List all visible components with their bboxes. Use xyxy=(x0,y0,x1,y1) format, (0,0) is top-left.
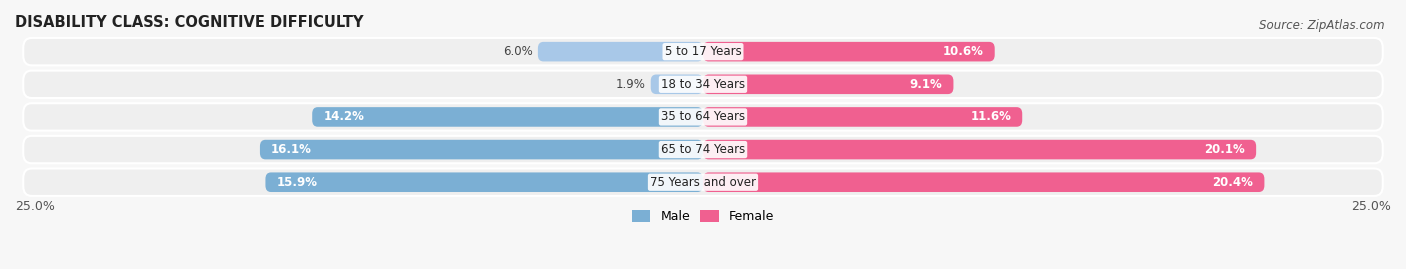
Text: 65 to 74 Years: 65 to 74 Years xyxy=(661,143,745,156)
Text: 15.9%: 15.9% xyxy=(277,176,318,189)
Text: 25.0%: 25.0% xyxy=(15,200,55,213)
FancyBboxPatch shape xyxy=(651,75,703,94)
FancyBboxPatch shape xyxy=(260,140,703,159)
FancyBboxPatch shape xyxy=(312,107,703,127)
FancyBboxPatch shape xyxy=(266,172,703,192)
Text: 20.4%: 20.4% xyxy=(1212,176,1253,189)
FancyBboxPatch shape xyxy=(703,140,1256,159)
FancyBboxPatch shape xyxy=(538,42,703,61)
Text: 6.0%: 6.0% xyxy=(502,45,533,58)
FancyBboxPatch shape xyxy=(703,172,1264,192)
Text: Source: ZipAtlas.com: Source: ZipAtlas.com xyxy=(1260,19,1385,32)
Text: 14.2%: 14.2% xyxy=(323,111,364,123)
FancyBboxPatch shape xyxy=(24,103,1382,131)
Text: DISABILITY CLASS: COGNITIVE DIFFICULTY: DISABILITY CLASS: COGNITIVE DIFFICULTY xyxy=(15,15,364,30)
FancyBboxPatch shape xyxy=(24,70,1382,98)
FancyBboxPatch shape xyxy=(24,38,1382,65)
Text: 10.6%: 10.6% xyxy=(943,45,984,58)
Text: 5 to 17 Years: 5 to 17 Years xyxy=(665,45,741,58)
Text: 75 Years and over: 75 Years and over xyxy=(650,176,756,189)
Text: 25.0%: 25.0% xyxy=(1351,200,1391,213)
FancyBboxPatch shape xyxy=(24,136,1382,163)
FancyBboxPatch shape xyxy=(24,168,1382,196)
FancyBboxPatch shape xyxy=(703,75,953,94)
Text: 20.1%: 20.1% xyxy=(1205,143,1246,156)
FancyBboxPatch shape xyxy=(703,107,1022,127)
Text: 16.1%: 16.1% xyxy=(271,143,312,156)
Legend: Male, Female: Male, Female xyxy=(627,205,779,228)
Text: 35 to 64 Years: 35 to 64 Years xyxy=(661,111,745,123)
FancyBboxPatch shape xyxy=(703,42,994,61)
Text: 11.6%: 11.6% xyxy=(970,111,1011,123)
Text: 9.1%: 9.1% xyxy=(910,78,942,91)
Text: 1.9%: 1.9% xyxy=(616,78,645,91)
Text: 18 to 34 Years: 18 to 34 Years xyxy=(661,78,745,91)
